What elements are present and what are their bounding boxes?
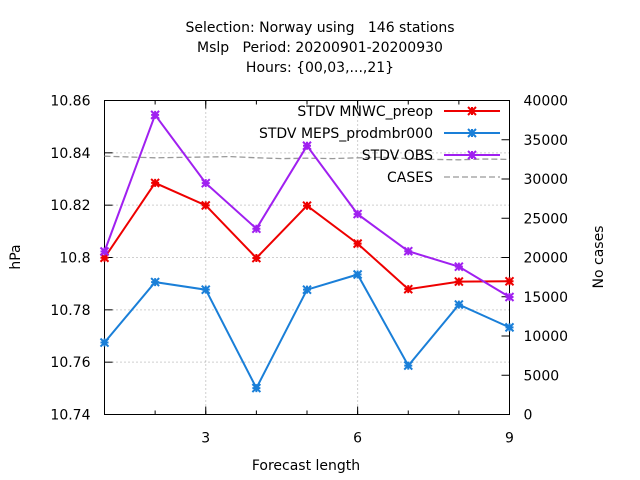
x-tick-label: 9: [505, 431, 514, 447]
y2-tick-label: 40000: [524, 94, 569, 110]
chart-title-line-3: Hours: {00,03,...,21}: [245, 60, 395, 76]
y2-tick-label: 35000: [524, 133, 569, 149]
data-point: [99, 253, 110, 263]
legend-item: STDV OBS: [362, 148, 500, 164]
data-point: [504, 322, 515, 333]
y2-tick-label: 5000: [524, 368, 560, 384]
series-0: [99, 178, 515, 294]
data-point: [251, 383, 262, 393]
legend-item: STDV MEPS_prodmbr000: [259, 126, 500, 142]
data-point: [504, 292, 515, 302]
data-point: [454, 276, 464, 287]
legend-label: CASES: [387, 170, 433, 186]
grid-lines: [104, 100, 510, 415]
y2-tick-label: 10000: [524, 329, 569, 345]
data-point: [150, 110, 160, 120]
series-line: [103, 181, 510, 291]
y-tick-label: 10.76: [50, 355, 90, 371]
data-point: [251, 224, 262, 234]
data-point: [403, 246, 413, 256]
data-point: [352, 269, 363, 280]
axis-ticks: 10.74 10.76 10.78 10.8 10.82 10.84 10.86 0 5000 1…: [50, 94, 568, 447]
legend-item: CASES: [387, 170, 500, 186]
y2-tick-label: 25000: [524, 211, 569, 227]
data-point: [251, 253, 262, 263]
series-1: [99, 269, 515, 393]
legend: STDV MNWC_preop STDV MEPS_prodmbr000 STDV …: [259, 104, 500, 186]
y2-axis-label: No cases: [591, 226, 607, 289]
legend-marker: [467, 128, 477, 138]
legend-label: STDV MEPS_prodmbr000: [259, 126, 433, 142]
cases-line: [104, 155, 510, 161]
data-point: [504, 276, 515, 287]
y2-tick-label: 20000: [524, 251, 569, 267]
y-tick-label: 10.82: [50, 198, 90, 214]
data-point: [302, 200, 312, 211]
data-point: [302, 141, 312, 151]
data-point: [352, 209, 363, 219]
data-point: [201, 284, 211, 295]
y-tick-label: 10.84: [50, 146, 90, 162]
data-point: [403, 284, 413, 294]
x-tick-label: 6: [353, 431, 362, 447]
legend-item: STDV MNWC_preop: [297, 104, 500, 120]
y-tick-label: 10.86: [50, 94, 90, 110]
data-point: [454, 261, 464, 272]
series-2: [99, 110, 515, 302]
x-tick-label: 3: [201, 431, 210, 447]
data-point: [150, 277, 160, 287]
y-tick-label: 10.78: [50, 303, 90, 319]
series-layer: [99, 110, 515, 393]
y2-tick-label: 0: [524, 408, 533, 424]
data-point: [201, 178, 211, 188]
y2-tick-label: 30000: [524, 172, 569, 188]
legend-label: STDV OBS: [362, 148, 433, 164]
data-point: [454, 299, 464, 310]
legend-marker: [467, 106, 477, 116]
data-point: [99, 246, 110, 257]
y-tick-label: 10.74: [50, 408, 90, 424]
chart-title-line-2: Mslp Period: 20200901-20200930: [197, 40, 443, 56]
x-axis-label: Forecast length: [252, 458, 360, 474]
y-axis-label: hPa: [8, 244, 24, 269]
data-point: [403, 360, 413, 371]
data-point: [201, 200, 211, 211]
y2-tick-label: 15000: [524, 290, 569, 306]
data-point: [302, 284, 312, 295]
y-tick-label: 10.8: [59, 251, 90, 267]
data-point: [150, 178, 160, 188]
data-point: [352, 238, 363, 249]
legend-marker: [467, 150, 477, 160]
legend-label: STDV MNWC_preop: [297, 104, 433, 120]
data-point: [99, 337, 110, 348]
chart-title-line-1: Selection: Norway using 146 stations: [185, 20, 455, 36]
